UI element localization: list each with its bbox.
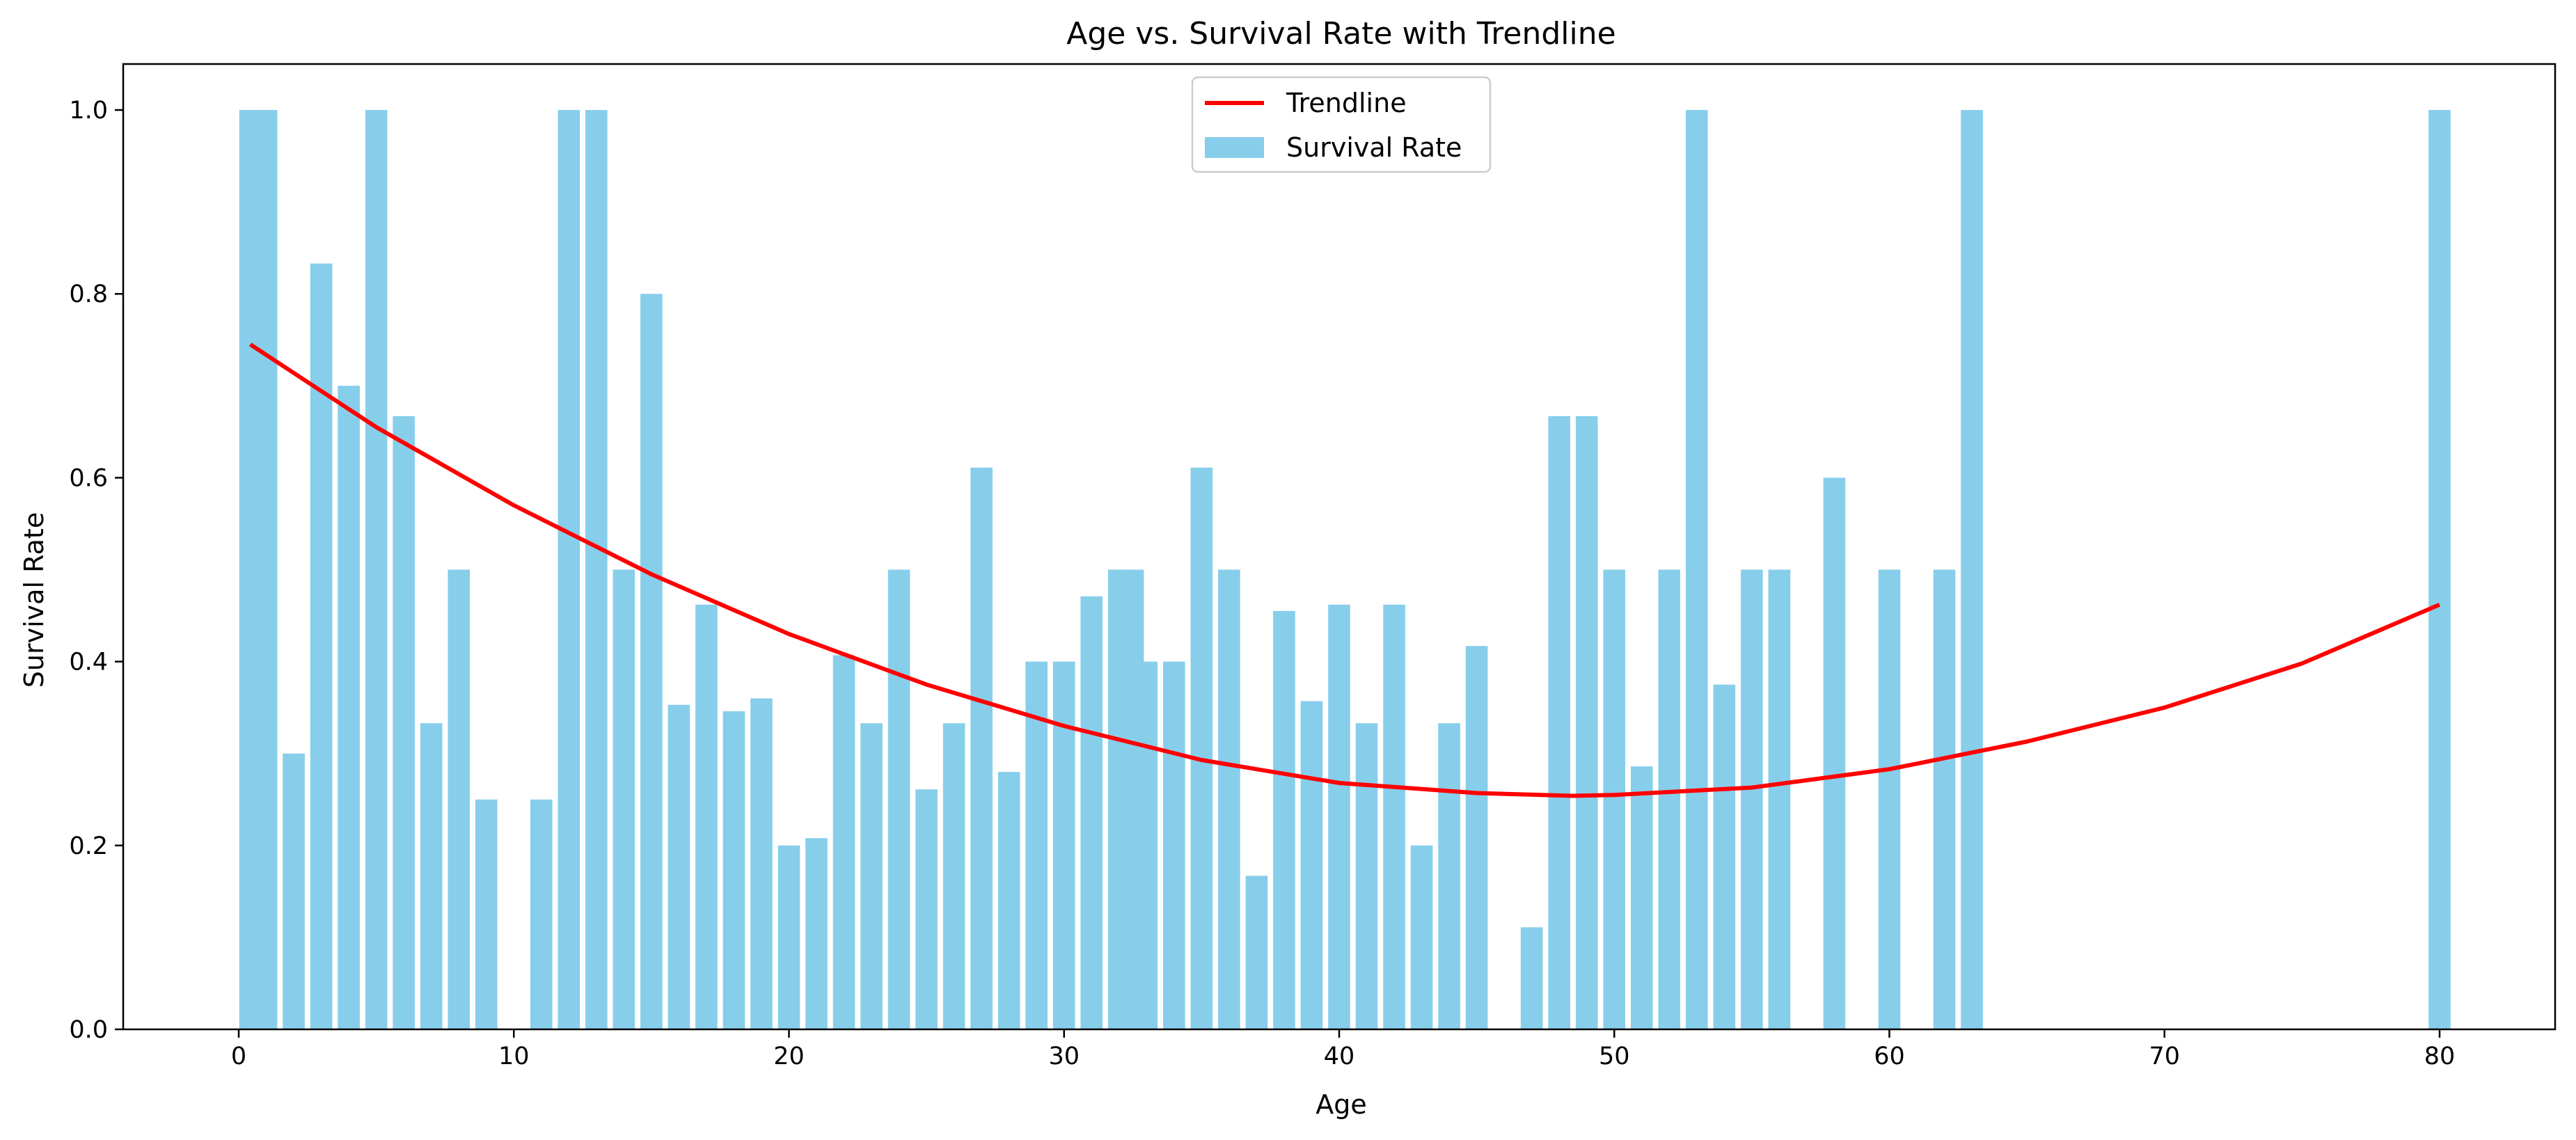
bar xyxy=(1383,604,1405,1029)
bar xyxy=(722,711,745,1029)
bar xyxy=(448,569,471,1029)
x-tick-label: 50 xyxy=(1599,1043,1630,1070)
bar xyxy=(365,110,388,1030)
bar xyxy=(1465,646,1488,1029)
y-axis-ticks: 0.0 0.2 0.4 0.6 0.8 1.0 xyxy=(69,97,123,1044)
legend: Trendline Survival Rate xyxy=(1191,76,1492,173)
bar xyxy=(393,415,415,1029)
bar xyxy=(1548,415,1571,1029)
bar xyxy=(1438,723,1460,1029)
bar xyxy=(1218,569,1240,1029)
bar xyxy=(1741,569,1763,1029)
y-axis-label: Survival Rate xyxy=(19,512,49,688)
bar xyxy=(1080,596,1103,1029)
x-tick-label: 40 xyxy=(1324,1043,1355,1070)
bar xyxy=(1520,927,1543,1029)
bar xyxy=(887,569,910,1029)
x-tick-label: 60 xyxy=(1874,1043,1905,1070)
bar xyxy=(283,753,305,1029)
bar xyxy=(1768,569,1791,1029)
bar xyxy=(1025,661,1048,1029)
y-tick-label: 0.0 xyxy=(69,1016,108,1044)
bar xyxy=(1355,723,1378,1029)
y-tick-label: 0.2 xyxy=(69,832,108,860)
bar xyxy=(255,110,278,1030)
bar xyxy=(860,723,883,1029)
trendline-group xyxy=(248,342,2441,798)
bar xyxy=(777,845,800,1029)
bar xyxy=(2428,110,2451,1030)
bar xyxy=(1658,569,1681,1029)
x-tick-label: 0 xyxy=(231,1043,246,1070)
bar xyxy=(585,110,608,1030)
y-tick-label: 0.6 xyxy=(69,464,108,492)
bar xyxy=(1190,467,1213,1029)
x-tick-label: 10 xyxy=(498,1043,530,1070)
bars-group xyxy=(239,110,2451,1030)
bar xyxy=(1961,110,1983,1030)
bar xyxy=(1713,684,1736,1029)
bar xyxy=(1163,661,1185,1029)
bar xyxy=(1686,110,1708,1030)
bar xyxy=(1878,569,1901,1029)
legend-survival-rate-swatch xyxy=(1205,137,1264,158)
bar xyxy=(1300,701,1323,1029)
legend-box xyxy=(1191,76,1492,173)
bar xyxy=(1933,569,1956,1029)
bar xyxy=(1245,876,1268,1029)
bar xyxy=(942,723,965,1029)
bar xyxy=(1328,604,1350,1029)
bar xyxy=(970,467,993,1029)
bar xyxy=(1823,477,1846,1029)
y-tick-label: 1.0 xyxy=(69,97,108,125)
bar xyxy=(1603,569,1626,1029)
x-tick-label: 80 xyxy=(2424,1043,2456,1070)
trendline xyxy=(248,342,2441,798)
bar xyxy=(1410,845,1433,1029)
bar xyxy=(832,655,855,1029)
bar xyxy=(1273,610,1295,1029)
bar xyxy=(915,789,938,1029)
bar xyxy=(338,386,360,1029)
x-axis-ticks: 0 10 20 30 40 50 60 70 80 xyxy=(231,1029,2455,1070)
y-tick-label: 0.8 xyxy=(69,280,108,308)
bar xyxy=(805,838,828,1029)
legend-survival-rate-label: Survival Rate xyxy=(1286,132,1462,163)
bar xyxy=(530,799,553,1029)
bar xyxy=(667,704,690,1029)
bar xyxy=(310,263,333,1029)
bar xyxy=(558,110,580,1030)
bar xyxy=(475,799,498,1029)
x-tick-label: 20 xyxy=(773,1043,805,1070)
x-tick-label: 70 xyxy=(2149,1043,2180,1070)
bar xyxy=(1575,415,1598,1029)
bar xyxy=(695,604,718,1029)
bar xyxy=(1630,766,1653,1029)
bar xyxy=(750,698,773,1029)
bar xyxy=(997,772,1020,1029)
bar xyxy=(1135,661,1158,1029)
legend-trendline-label: Trendline xyxy=(1286,88,1407,118)
bar xyxy=(613,569,635,1029)
bar xyxy=(1052,661,1075,1029)
bar xyxy=(420,723,443,1029)
bar xyxy=(640,294,663,1030)
chart-title: Age vs. Survival Rate with Trendline xyxy=(1066,16,1615,52)
x-axis-label: Age xyxy=(1315,1089,1367,1120)
y-tick-label: 0.4 xyxy=(69,649,108,676)
x-tick-label: 30 xyxy=(1048,1043,1080,1070)
